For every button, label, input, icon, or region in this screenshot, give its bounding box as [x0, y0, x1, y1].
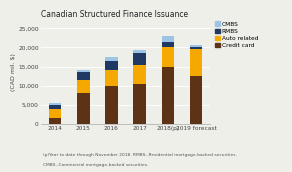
Bar — [49, 103, 61, 105]
Text: (p)Year to date through November 2018. RMBS--Residential mortgage-backed securit: (p)Year to date through November 2018. R… — [43, 153, 237, 157]
Bar — [77, 93, 90, 124]
Bar — [49, 105, 61, 109]
Bar — [133, 50, 146, 53]
Bar — [77, 72, 90, 80]
Bar — [190, 76, 202, 124]
Bar — [49, 118, 61, 124]
Bar — [105, 70, 118, 86]
Bar — [161, 47, 174, 67]
Bar — [190, 49, 202, 76]
Bar — [105, 86, 118, 124]
Bar — [77, 69, 90, 72]
Bar — [190, 45, 202, 47]
Bar — [161, 36, 174, 42]
Y-axis label: (CAD mil. $): (CAD mil. $) — [11, 53, 16, 91]
Bar — [105, 61, 118, 70]
Legend: CMBS, RMBS, Auto related, Credit card: CMBS, RMBS, Auto related, Credit card — [215, 22, 258, 48]
Bar — [49, 109, 61, 118]
Bar — [190, 47, 202, 49]
Bar — [77, 80, 90, 93]
Bar — [105, 57, 118, 61]
Text: CMBS--Commercial mortgage-backed securities.: CMBS--Commercial mortgage-backed securit… — [43, 163, 148, 167]
Text: Canadian Structured Finance Issuance: Canadian Structured Finance Issuance — [41, 10, 188, 19]
Bar — [133, 84, 146, 124]
Bar — [133, 53, 146, 65]
Bar — [133, 65, 146, 84]
Bar — [161, 67, 174, 124]
Bar — [161, 42, 174, 47]
